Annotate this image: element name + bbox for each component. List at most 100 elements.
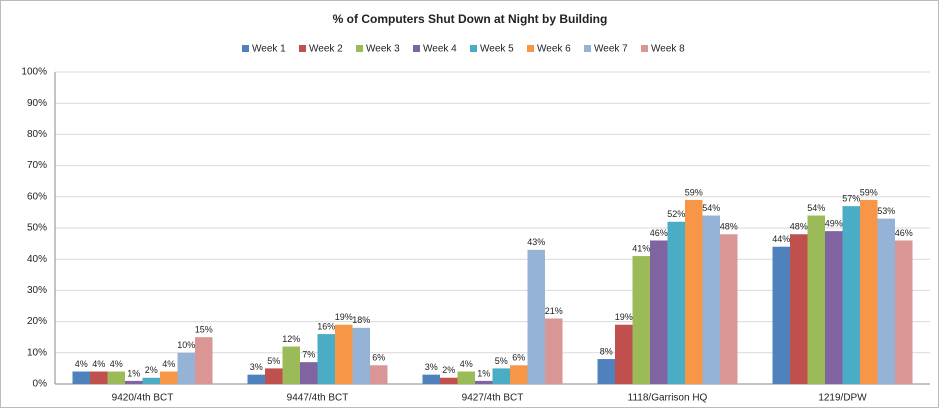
data-label: 53% — [877, 206, 895, 216]
legend-swatch — [641, 45, 648, 52]
data-label: 2% — [145, 365, 158, 375]
y-tick-label: 80% — [27, 129, 47, 140]
bar — [72, 371, 90, 384]
bar — [177, 352, 195, 384]
legend-label: Week 1 — [252, 44, 286, 55]
legend-swatch — [470, 45, 477, 52]
bar — [492, 368, 510, 384]
data-label: 1% — [127, 368, 140, 378]
bar — [667, 221, 685, 384]
legend-swatch — [584, 45, 591, 52]
bar — [265, 368, 283, 384]
legend-swatch — [242, 45, 249, 52]
data-label: 12% — [282, 334, 300, 344]
bar — [825, 231, 843, 384]
data-label: 44% — [772, 234, 790, 244]
bar — [317, 334, 335, 384]
legend-label: Week 8 — [651, 44, 685, 55]
bar — [615, 324, 633, 384]
data-label: 5% — [267, 356, 280, 366]
legend-label: Week 5 — [480, 44, 514, 55]
data-label: 49% — [825, 218, 843, 228]
bar — [125, 380, 143, 384]
data-label: 15% — [195, 325, 213, 335]
data-label: 3% — [250, 362, 263, 372]
data-label: 7% — [302, 350, 315, 360]
data-label: 18% — [352, 315, 370, 325]
chart-title: % of Computers Shut Down at Night by Bui… — [333, 12, 608, 26]
data-label: 48% — [720, 222, 738, 232]
bar — [457, 371, 475, 384]
data-label: 8% — [600, 346, 613, 356]
data-label: 1% — [477, 368, 490, 378]
legend-swatch — [356, 45, 363, 52]
data-label: 4% — [75, 359, 88, 369]
x-tick-label: 9447/4th BCT — [287, 393, 349, 404]
data-label: 57% — [842, 194, 860, 204]
y-tick-label: 10% — [27, 347, 47, 358]
data-label: 4% — [460, 359, 473, 369]
x-tick-label: 9420/4th BCT — [112, 393, 174, 404]
bar — [247, 374, 265, 384]
data-label: 5% — [495, 356, 508, 366]
legend-label: Week 6 — [537, 44, 571, 55]
legend-swatch — [413, 45, 420, 52]
x-tick-label: 1118/Garrison HQ — [628, 393, 708, 404]
bar — [300, 362, 318, 384]
y-tick-label: 0% — [33, 379, 48, 390]
y-tick-label: 100% — [21, 67, 47, 78]
bar — [807, 215, 825, 384]
legend-swatch — [527, 45, 534, 52]
bar — [860, 199, 878, 384]
bar — [352, 327, 370, 384]
data-label: 59% — [685, 187, 703, 197]
legend-label: Week 3 — [366, 44, 400, 55]
bar — [370, 365, 388, 384]
data-label: 46% — [650, 228, 668, 238]
data-label: 16% — [317, 321, 335, 331]
data-label: 19% — [615, 312, 633, 322]
data-label: 3% — [425, 362, 438, 372]
y-tick-label: 70% — [27, 160, 47, 171]
bar — [685, 199, 703, 384]
data-label: 43% — [527, 237, 545, 247]
bar — [475, 380, 493, 384]
bar — [440, 377, 458, 384]
bar — [160, 371, 178, 384]
bar — [282, 346, 300, 384]
data-label: 4% — [162, 359, 175, 369]
data-label: 48% — [790, 222, 808, 232]
bar — [650, 240, 668, 384]
data-label: 54% — [702, 203, 720, 213]
legend-label: Week 2 — [309, 44, 343, 55]
bar — [422, 374, 440, 384]
y-tick-label: 90% — [27, 98, 47, 109]
x-tick-label: 1219/DPW — [818, 393, 867, 404]
bar — [720, 234, 738, 384]
bar — [790, 234, 808, 384]
bar — [510, 365, 528, 384]
bar — [545, 318, 563, 384]
bar — [877, 218, 895, 384]
bar — [842, 206, 860, 384]
data-label: 4% — [92, 359, 105, 369]
y-tick-label: 30% — [27, 285, 47, 296]
x-tick-label: 9427/4th BCT — [462, 393, 524, 404]
bar — [142, 377, 160, 384]
legend-label: Week 4 — [423, 44, 457, 55]
data-label: 10% — [177, 340, 195, 350]
data-label: 59% — [860, 187, 878, 197]
bar — [195, 337, 213, 384]
bar — [527, 249, 545, 384]
data-label: 54% — [807, 203, 825, 213]
legend-label: Week 7 — [594, 44, 628, 55]
bar — [107, 371, 125, 384]
data-label: 4% — [110, 359, 123, 369]
data-label: 46% — [895, 228, 913, 238]
data-label: 19% — [335, 312, 353, 322]
data-label: 6% — [372, 353, 385, 363]
bar — [632, 256, 650, 384]
bar — [335, 324, 353, 384]
y-tick-label: 50% — [27, 223, 47, 234]
